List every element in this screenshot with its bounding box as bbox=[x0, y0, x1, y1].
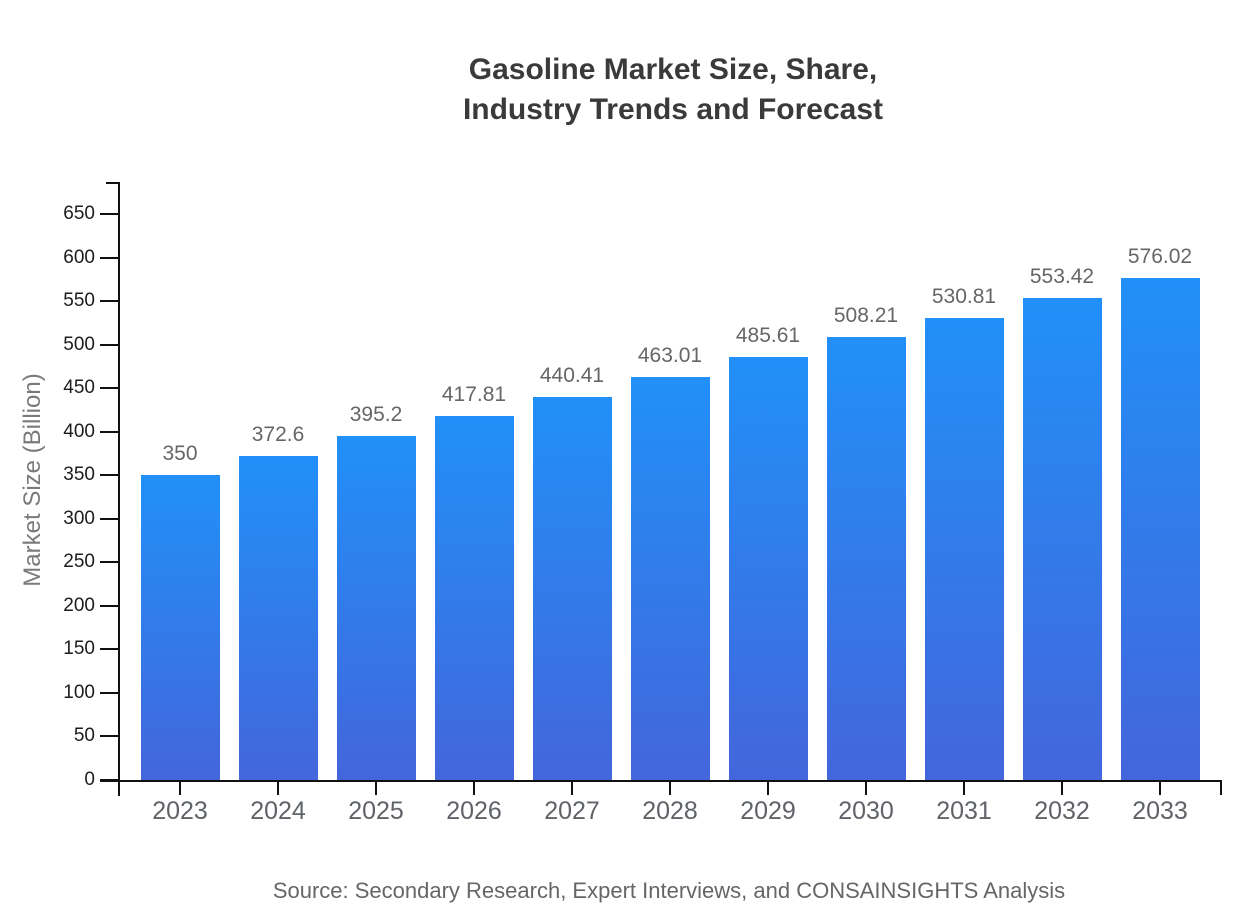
y-axis-tick-label: 550 bbox=[63, 290, 95, 312]
y-axis-line bbox=[118, 182, 120, 796]
x-tick bbox=[1061, 780, 1063, 795]
y-axis-end-cap bbox=[106, 182, 120, 184]
x-tick bbox=[277, 780, 279, 795]
x-tick bbox=[669, 780, 671, 795]
y-axis-tick-label: 200 bbox=[63, 594, 95, 616]
bar-value-label: 485.61 bbox=[735, 324, 801, 348]
y-tick bbox=[100, 735, 119, 738]
x-tick bbox=[179, 780, 181, 795]
x-axis-category-label: 2024 bbox=[250, 797, 306, 825]
y-tick bbox=[100, 387, 119, 390]
x-tick bbox=[865, 780, 867, 795]
bar-value-label: 553.42 bbox=[1029, 265, 1095, 289]
chart-title: Gasoline Market Size, Share, Industry Tr… bbox=[86, 50, 1260, 130]
bar-value-label: 440.41 bbox=[539, 363, 605, 387]
y-axis-tick-label: 300 bbox=[63, 507, 95, 529]
x-axis-category-label: 2032 bbox=[1034, 797, 1090, 825]
bar-2024 bbox=[238, 455, 318, 780]
bar-2027 bbox=[532, 396, 612, 780]
bar-value-label: 463.01 bbox=[637, 343, 703, 367]
bar-value-label: 350 bbox=[162, 442, 198, 466]
x-axis-end-cap bbox=[1220, 780, 1222, 795]
bar-2031 bbox=[924, 317, 1004, 780]
bar-2033 bbox=[1120, 278, 1200, 780]
x-tick bbox=[375, 780, 377, 795]
chart-title-line1: Gasoline Market Size, Share, bbox=[468, 53, 878, 86]
y-tick bbox=[100, 430, 119, 433]
x-axis-category-label: 2031 bbox=[936, 797, 992, 825]
chart-title-line2: Industry Trends and Forecast bbox=[462, 93, 884, 126]
x-axis-category-label: 2027 bbox=[544, 797, 600, 825]
bar-2023 bbox=[140, 475, 220, 780]
bar-2032 bbox=[1022, 298, 1102, 780]
x-axis-line bbox=[100, 780, 1222, 782]
y-axis-tick-label: 400 bbox=[63, 420, 95, 442]
y-axis-tick-label: 50 bbox=[73, 725, 95, 747]
y-tick bbox=[100, 561, 119, 564]
bar-2030 bbox=[826, 337, 906, 780]
x-axis-category-label: 2025 bbox=[348, 797, 404, 825]
source-caption: Source: Secondary Research, Expert Inter… bbox=[272, 878, 1066, 903]
x-axis-category-label: 2033 bbox=[1132, 797, 1188, 825]
x-tick bbox=[571, 780, 573, 795]
y-tick bbox=[100, 779, 119, 781]
x-axis-category-label: 2026 bbox=[446, 797, 502, 825]
x-tick bbox=[1159, 780, 1161, 795]
x-axis-category-label: 2028 bbox=[642, 797, 698, 825]
bar-value-label: 417.81 bbox=[441, 383, 507, 407]
x-tick bbox=[767, 780, 769, 795]
y-tick bbox=[100, 343, 119, 346]
bar-value-label: 530.81 bbox=[931, 284, 997, 308]
x-axis-category-label: 2029 bbox=[740, 797, 796, 825]
y-tick bbox=[100, 648, 119, 651]
bar-2028 bbox=[630, 376, 710, 780]
bar-2026 bbox=[434, 416, 514, 780]
y-tick bbox=[100, 691, 119, 694]
x-axis-category-label: 2023 bbox=[152, 797, 208, 825]
y-axis-tick-label: 650 bbox=[63, 203, 95, 224]
y-tick bbox=[100, 213, 119, 215]
y-axis-tick-label: 600 bbox=[63, 246, 95, 268]
y-axis-tick-label: 100 bbox=[63, 681, 95, 703]
y-tick bbox=[100, 256, 119, 259]
bar-value-label: 508.21 bbox=[833, 304, 899, 328]
y-axis-tick-label: 250 bbox=[63, 551, 95, 573]
y-axis-tick-label: 0 bbox=[84, 769, 95, 790]
bar-value-label: 395.2 bbox=[349, 402, 403, 426]
x-axis-category-label: 2030 bbox=[838, 797, 894, 825]
y-axis-tick-label: 150 bbox=[63, 638, 95, 660]
bar-value-label: 372.6 bbox=[251, 422, 305, 446]
y-axis-tick-label: 350 bbox=[63, 464, 95, 486]
y-axis-tick-label: 500 bbox=[63, 333, 95, 355]
bar-2025 bbox=[336, 435, 416, 780]
y-tick bbox=[100, 300, 119, 303]
y-tick bbox=[100, 604, 119, 607]
bar-value-label: 576.02 bbox=[1127, 245, 1193, 269]
y-tick bbox=[100, 474, 119, 477]
y-tick bbox=[100, 517, 119, 520]
x-tick bbox=[473, 780, 475, 795]
y-axis-tick-label: 450 bbox=[63, 377, 95, 399]
x-tick bbox=[963, 780, 965, 795]
bar-2029 bbox=[728, 357, 808, 780]
